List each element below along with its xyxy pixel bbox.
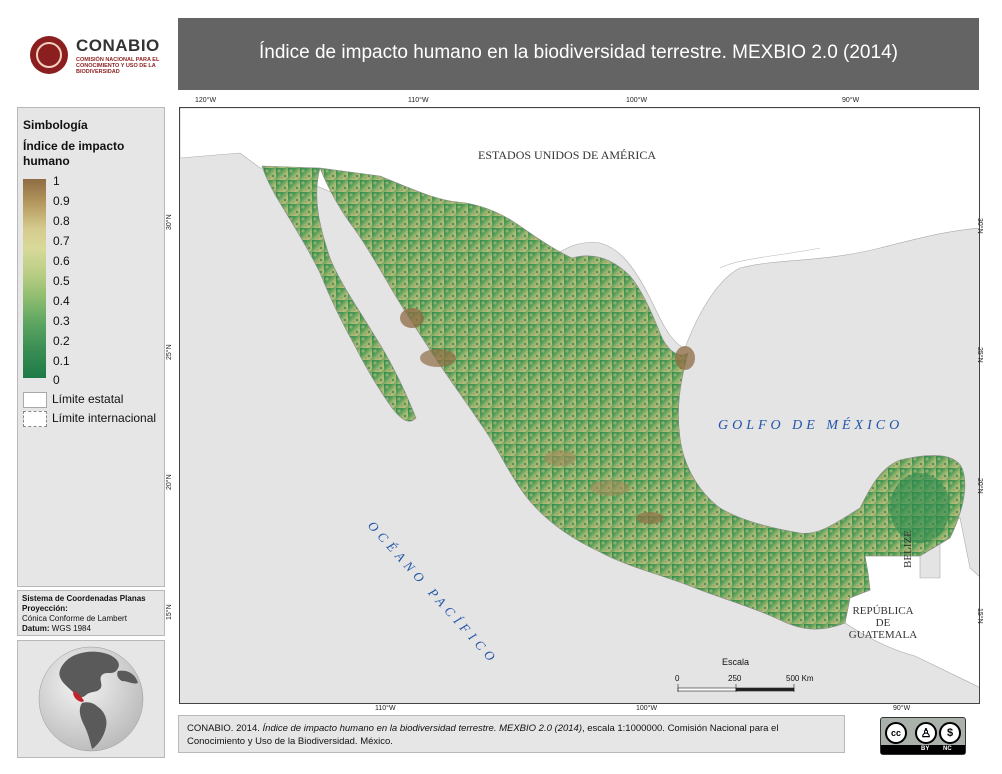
datum-value: WGS 1984 <box>51 624 91 633</box>
legend-ramp-title: Índice de impacto humano <box>23 139 125 168</box>
conabio-logo: CONABIO COMISIÓN NACIONAL PARA EL CONOCI… <box>20 28 170 88</box>
logo-subtitle: COMISIÓN NACIONAL PARA EL CONOCIMIENTO Y… <box>76 57 160 75</box>
graticule-right-30n: 30°N <box>976 218 983 234</box>
citation-suffix: , escala 1:1000000. Comisión Nacional pa… <box>187 723 779 747</box>
mexico-highlight <box>73 691 84 702</box>
projection-label: Proyección: <box>22 604 68 613</box>
state-limit-swatch <box>23 392 47 408</box>
legend-tick: 0.6 <box>53 254 70 268</box>
guatemala-line-2: DE <box>875 617 891 629</box>
graticule-left-20n: 20°N <box>166 474 173 490</box>
graticule-top-90w: 90°W <box>842 97 860 104</box>
graticule-right-25n: 25°N <box>976 347 983 363</box>
main-map: 120°W ESTADOS UNIDOS DE AMÉRICA GOLFO DE… <box>179 107 980 704</box>
citation-footer: CONABIO. 2014. Índice de impacto humano … <box>178 715 845 753</box>
intl-limit-label: Límite internacional <box>52 411 157 425</box>
graticule-left-15n: 15°N <box>166 604 173 620</box>
graticule-bottom-110w: 110°W <box>375 705 396 712</box>
graticule-left-25n: 25°N <box>166 344 173 360</box>
scale-title: Escala <box>722 657 750 667</box>
legend-tick: 0.4 <box>53 294 70 308</box>
scale-tick-250: 250 <box>728 674 742 683</box>
graticule-right-15n: 15°N <box>976 608 983 624</box>
legend-tick: 0.3 <box>53 314 70 328</box>
noncommercial-icon: $ <box>939 722 961 744</box>
license-nc: NC <box>943 746 952 752</box>
legend-tick: 0.5 <box>53 274 70 288</box>
graticule-left-30n: 30°N <box>166 214 173 230</box>
graticule-top-110w: 110°W <box>408 97 429 104</box>
legend-tick: 1 <box>53 174 60 188</box>
cc-license-badge[interactable]: cc ♙ $ BY NC <box>880 717 966 755</box>
graticule-bottom-100w: 100°W <box>636 705 658 712</box>
scale-tick-0: 0 <box>675 674 680 683</box>
intl-limit-swatch <box>23 411 47 427</box>
globe-icon <box>38 646 144 752</box>
guatemala-line-3: GUATEMALA <box>848 629 918 641</box>
graticule-bottom-90w: 90°W <box>893 705 911 712</box>
legend-tick: 0.7 <box>53 234 70 248</box>
projection-value: Cónica Conforme de Lambert <box>22 614 127 623</box>
map-title: Índice de impacto humano en la biodivers… <box>259 42 898 63</box>
graticule-top-100w: 100°W <box>626 97 648 104</box>
datum-label: Datum: <box>22 624 50 633</box>
legend-tick: 0.2 <box>53 334 70 348</box>
scale-tick-500: 500 Km <box>786 674 814 683</box>
citation-prefix: CONABIO. 2014. <box>187 723 263 734</box>
legend-tick: 0.8 <box>53 214 70 228</box>
license-strip: BY NC <box>881 745 965 754</box>
legend-tick: 0.1 <box>53 354 70 368</box>
guatemala-label: REPÚBLICA DE GUATEMALA <box>848 605 918 641</box>
legend-panel: Simbología Índice de impacto humano 1 0.… <box>17 107 165 587</box>
impact-color-ramp <box>23 179 46 378</box>
locator-globe-panel <box>17 640 165 758</box>
title-bar: Índice de impacto humano en la biodivers… <box>178 18 979 90</box>
graticule-top-120w: 120°W <box>195 97 217 104</box>
logo-name: CONABIO <box>76 36 160 55</box>
coordinate-system-box: Sistema de Coordenadas Planas Proyección… <box>17 590 165 636</box>
cc-icon: cc <box>885 722 907 744</box>
map-canvas <box>180 108 979 692</box>
belize-label: BELIZE <box>902 530 914 568</box>
graticule-right-20n: 20°N <box>976 478 983 494</box>
attribution-icon: ♙ <box>915 722 937 744</box>
legend-tick: 0.9 <box>53 194 70 208</box>
conabio-emblem-icon <box>30 36 68 74</box>
guatemala-line-1: REPÚBLICA <box>852 605 914 617</box>
state-limit-label: Límite estatal <box>52 392 124 406</box>
usa-label: ESTADOS UNIDOS DE AMÉRICA <box>478 148 657 162</box>
legend-heading: Simbología <box>23 118 88 132</box>
scale-bar <box>677 684 795 692</box>
gulf-label: GOLFO DE MÉXICO <box>718 418 904 433</box>
coords-heading: Sistema de Coordenadas Planas <box>22 594 146 603</box>
license-by: BY <box>921 746 930 752</box>
legend-tick: 0 <box>53 373 60 387</box>
citation-title: Índice de impacto humano en la biodivers… <box>262 723 582 734</box>
